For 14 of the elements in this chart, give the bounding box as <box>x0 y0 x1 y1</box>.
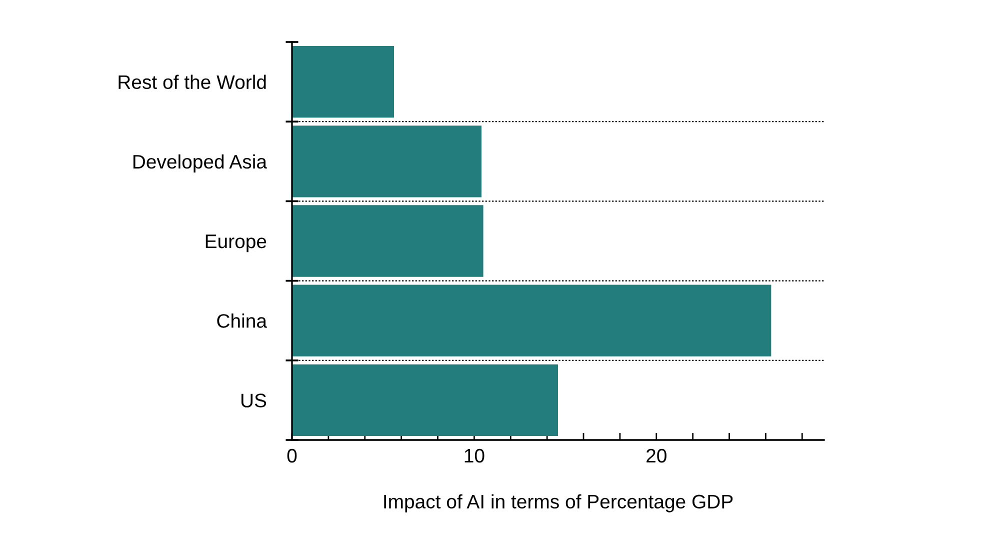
bar <box>292 284 772 356</box>
x-axis-title: Impact of AI in terms of Percentage GDP <box>384 494 733 512</box>
bar <box>292 364 558 436</box>
bar <box>292 126 482 198</box>
x-tick-label: 0 <box>287 448 297 463</box>
y-tick-label: China <box>217 314 267 328</box>
x-tick-label: 20 <box>646 448 666 463</box>
y-tick-label: Rest of the World <box>118 74 266 90</box>
x-tick-label: 10 <box>464 448 484 463</box>
y-tick-label: Developed Asia <box>133 154 268 172</box>
y-tick-label: US <box>241 394 266 408</box>
bar <box>292 46 394 118</box>
bar <box>292 205 484 277</box>
y-tick-label: Europe <box>206 234 266 252</box>
